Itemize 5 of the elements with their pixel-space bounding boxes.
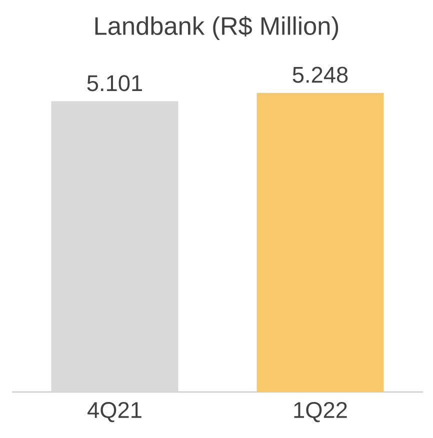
x-tick-label: 4Q21 [88, 402, 142, 422]
data-label: 5.101 [87, 75, 142, 92]
x-tick-label: 1Q22 [294, 402, 347, 422]
data-label: 5.248 [292, 66, 348, 83]
chart-title: Landbank (R$ Million) [95, 16, 338, 40]
